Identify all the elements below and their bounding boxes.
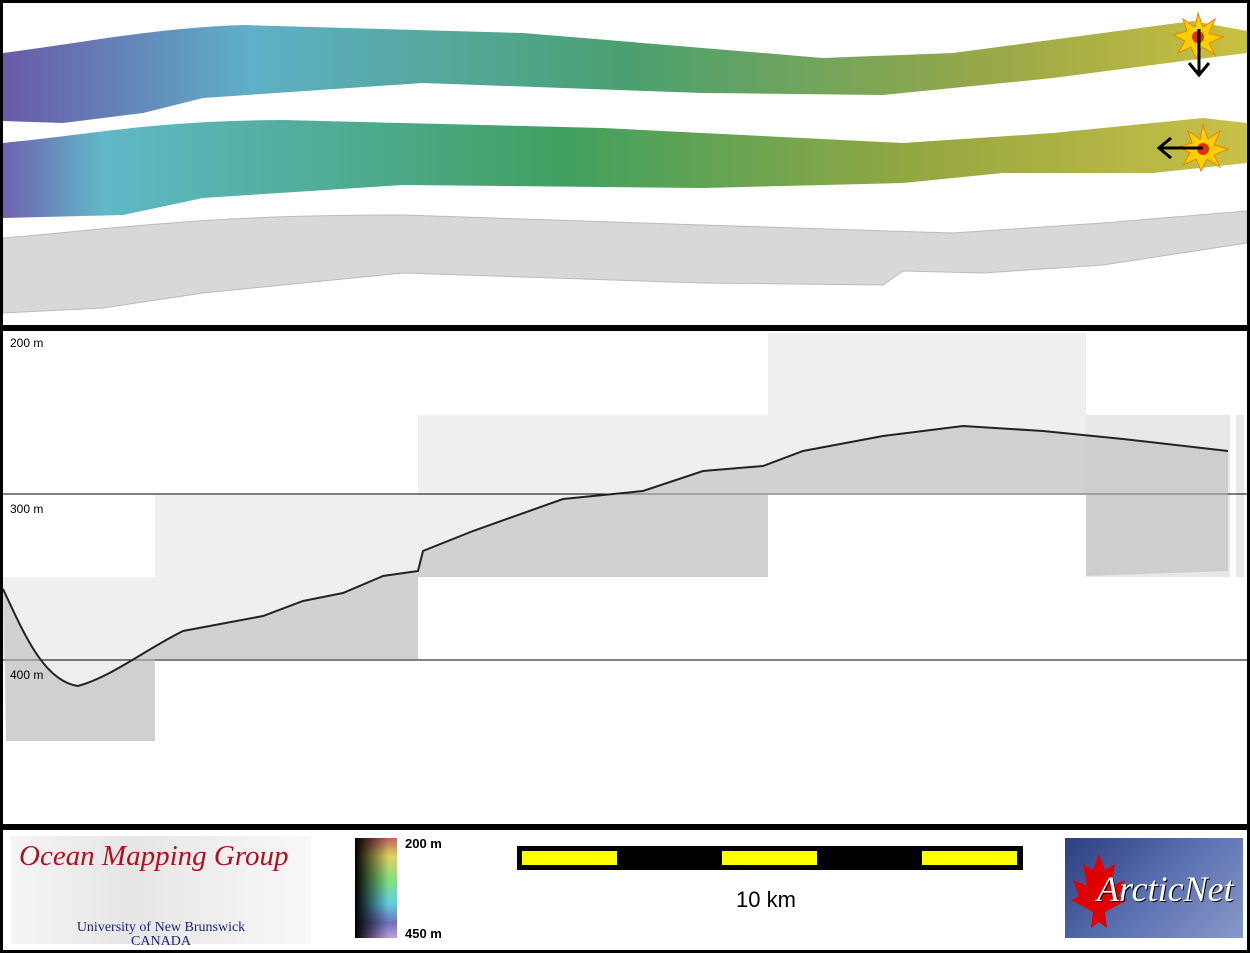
echo-window	[1236, 415, 1244, 577]
colorbar-bottom-label: 450 m	[405, 926, 442, 941]
scale-segment	[522, 851, 617, 865]
scale-segment	[722, 851, 817, 865]
bathymetry-strips-panel	[3, 3, 1247, 325]
arrow-down-icon	[1187, 29, 1211, 78]
strip-map	[3, 11, 1247, 314]
arrow-left-icon	[1156, 136, 1203, 160]
subbottom-profile-panel: 200 m 300 m 400 m	[3, 331, 1247, 824]
depth-colorbar	[355, 838, 397, 938]
scale-segment	[922, 851, 1017, 865]
bathymetry-strip-1	[3, 21, 1247, 123]
seabed-echo-fill	[3, 426, 1228, 741]
depth-label-300: 300 m	[10, 502, 44, 516]
ocean-mapping-group-logo: Ocean Mapping Group University of New Br…	[11, 836, 311, 949]
scale-label: 10 km	[736, 887, 796, 912]
depth-label-400: 400 m	[10, 668, 44, 682]
logo-subtitle-university: University of New Brunswick	[76, 920, 246, 935]
legend-panel: Ocean Mapping Group University of New Br…	[3, 830, 1247, 950]
logo-title: Ocean Mapping Group	[19, 840, 289, 872]
scale-bar	[517, 846, 1023, 870]
profile-plot	[3, 333, 1247, 741]
bathymetry-strip-2	[3, 118, 1247, 218]
backscatter-strip	[3, 210, 1247, 314]
colorbar-top-label: 200 m	[405, 836, 442, 851]
logo-subtitle-country: CANADA	[131, 934, 191, 949]
partner-logo-text: ArcticNet	[1097, 869, 1234, 909]
depth-label-200: 200 m	[10, 336, 44, 350]
seabed-echo	[3, 424, 1229, 688]
maple-leaf-icon	[1071, 854, 1127, 928]
arcticnet-logo: ArcticNet	[1065, 838, 1243, 938]
